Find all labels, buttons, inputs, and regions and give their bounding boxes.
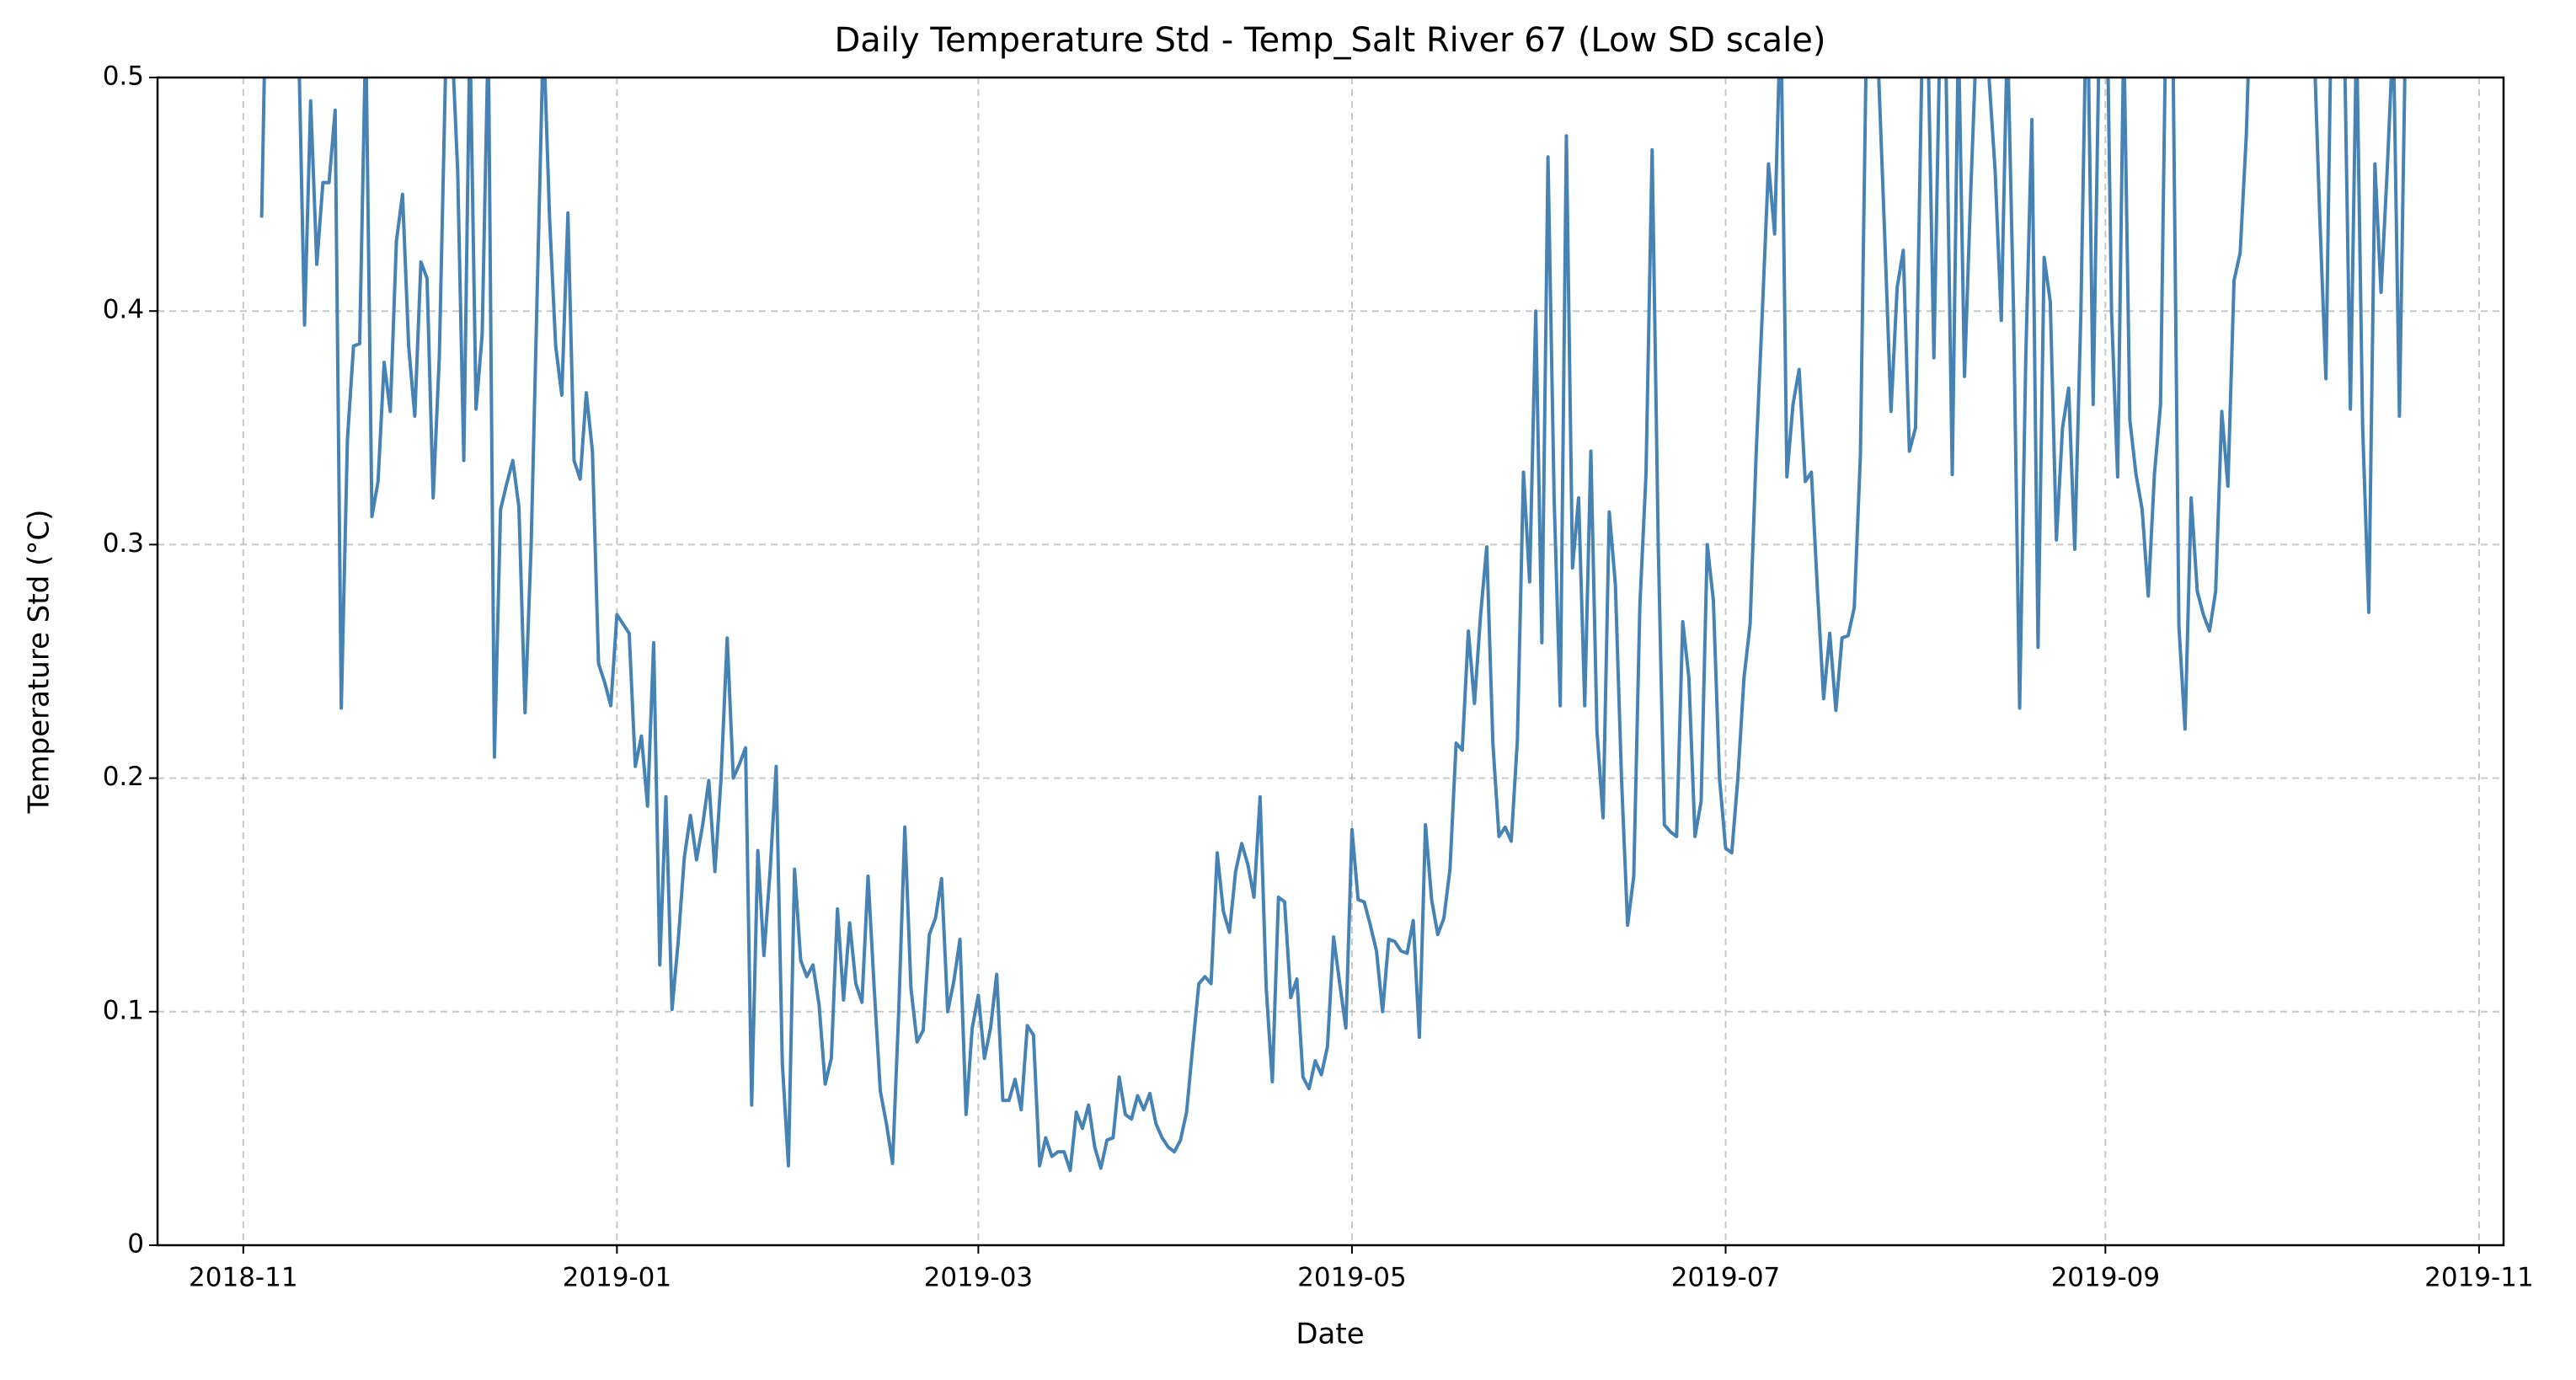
x-tick-label: 2019-03 <box>924 1263 1034 1293</box>
plot-area <box>259 78 2407 1173</box>
x-tick-label: 2019-07 <box>1671 1263 1781 1293</box>
axes-frame <box>156 76 2505 1247</box>
y-tick-label: 0 <box>127 1229 144 1260</box>
data-line <box>259 78 2407 1173</box>
x-tick-label: 2019-11 <box>2424 1263 2534 1293</box>
x-tick-label: 2019-01 <box>563 1263 672 1293</box>
y-tick-label: 0.2 <box>103 762 144 792</box>
y-tick-label: 0.5 <box>103 62 144 92</box>
x-tick-label: 2018-11 <box>189 1263 298 1293</box>
ticks: 0 0.1 0.2 0.3 0.4 0.5 2018-11 2019-01 2019-03 201… <box>103 62 2534 1293</box>
x-tick-label: 2019-09 <box>2051 1263 2161 1293</box>
y-axis-label: Temperature Std (°C) <box>23 510 56 815</box>
x-axis-label: Date <box>1296 1318 1364 1351</box>
y-tick-label: 0.4 <box>103 295 144 325</box>
y-tick-label: 0.1 <box>103 995 144 1025</box>
x-tick-label: 2019-05 <box>1297 1263 1407 1293</box>
y-tick-label: 0.3 <box>103 528 144 559</box>
chart-title: Daily Temperature Std - Temp_Salt River … <box>835 21 1826 60</box>
